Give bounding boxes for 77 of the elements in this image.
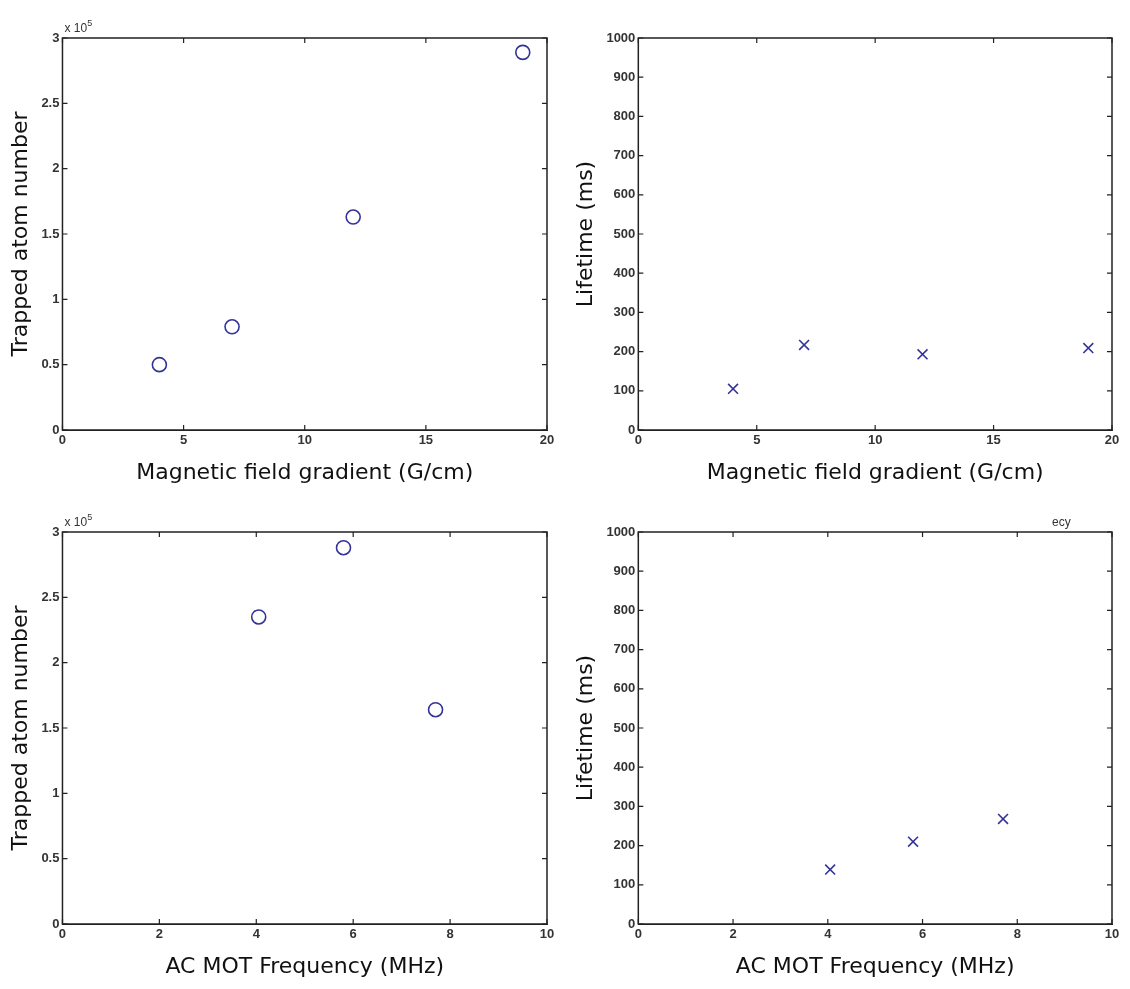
point [224, 318, 240, 335]
y-tick-label: 0 [52, 915, 60, 931]
y-tick-label: 300 [613, 303, 636, 319]
y-tick-label: 200 [613, 343, 636, 359]
y-axis-title: Lifetime (ms) [571, 654, 597, 802]
point [514, 44, 531, 61]
y-tick-label: 600 [613, 680, 636, 696]
x-tick-label: 8 [446, 926, 454, 942]
x-tick-label: 5 [753, 432, 761, 448]
y-tick-label: 2.5 [41, 588, 60, 604]
x-tick-label: 5 [179, 432, 188, 448]
y-tick-label: 300 [613, 797, 636, 813]
y-axis-title: Lifetime (ms) [571, 160, 597, 308]
point [427, 701, 444, 718]
x-tick-label: 6 [918, 926, 927, 942]
y-tick-label: 200 [613, 837, 636, 853]
y-tick-label: 500 [613, 225, 636, 241]
x-axis-title: Magnetic field gradient (G/cm) [136, 458, 474, 484]
y-tick-label: 2 [52, 654, 60, 670]
x-tick-label: 20 [1104, 432, 1120, 448]
y-tick-label: 3 [52, 29, 60, 45]
y-tick-label: 100 [613, 382, 636, 398]
x-tick-label: 2 [155, 926, 163, 942]
y-tick-label: 0.5 [41, 356, 60, 372]
x-axis-title: Magnetic field gradient (G/cm) [706, 458, 1044, 484]
point [727, 383, 739, 395]
y-tick-label: 400 [613, 758, 636, 774]
point [151, 356, 168, 373]
point [997, 813, 1009, 825]
x-tick-label: 15 [986, 432, 1001, 448]
point [916, 348, 929, 361]
y-tick-label: 1 [52, 784, 60, 800]
y-tick-label: 2 [52, 160, 60, 176]
x-tick-label: 10 [1104, 926, 1120, 942]
y-tick-label: 1000 [606, 29, 636, 45]
point [907, 835, 919, 848]
y-tick-label: 0 [628, 421, 636, 437]
point [1082, 342, 1095, 354]
point [250, 609, 267, 625]
y-tick-label: 800 [613, 107, 636, 123]
y-axis-title: Trapped atom number [6, 110, 32, 358]
y-tick-label: 0 [52, 421, 60, 437]
y-tick-label: 500 [613, 719, 636, 735]
y-tick-label: 900 [613, 562, 636, 578]
y-tick-label: 1.5 [41, 225, 60, 241]
x-tick-label: 4 [824, 926, 833, 942]
x-tick-label: 20 [539, 432, 555, 448]
point [335, 539, 352, 556]
y-tick-label: 800 [613, 601, 636, 617]
x-tick-label: 2 [729, 926, 737, 942]
y-tick-label: 700 [613, 641, 636, 657]
y-tick-label: 1 [52, 290, 60, 306]
x-tick-label: 6 [349, 926, 357, 942]
x-axis-title: AC MOT Frequency (MHz) [165, 952, 445, 978]
y-tick-label: 900 [613, 68, 636, 84]
x-tick-label: 10 [867, 432, 883, 448]
y-tick-label: 700 [613, 147, 636, 163]
y-tick-label: 100 [613, 876, 636, 892]
text: ecy [1052, 515, 1071, 529]
y-tick-label: 400 [613, 264, 636, 280]
x-tick-label: 4 [252, 926, 261, 942]
y-axis-title: Trapped atom number [6, 604, 32, 852]
point [798, 339, 810, 351]
x-tick-label: 8 [1013, 926, 1021, 942]
y-tick-label: 0.5 [41, 850, 60, 866]
y-tick-label: 600 [613, 186, 636, 202]
x-tick-label: 10 [297, 432, 312, 448]
y-tick-label: 3 [52, 523, 60, 539]
y-tick-label: 2.5 [41, 94, 60, 110]
x-tick-label: 10 [539, 926, 555, 942]
y-tick-label: 1000 [606, 523, 636, 539]
x-axis-title: AC MOT Frequency (MHz) [735, 952, 1015, 978]
x-tick-label: 15 [418, 432, 434, 448]
y-tick-label: 1.5 [41, 719, 60, 735]
y-tick-label: 0 [628, 915, 636, 931]
point [824, 863, 836, 876]
point [345, 209, 361, 225]
